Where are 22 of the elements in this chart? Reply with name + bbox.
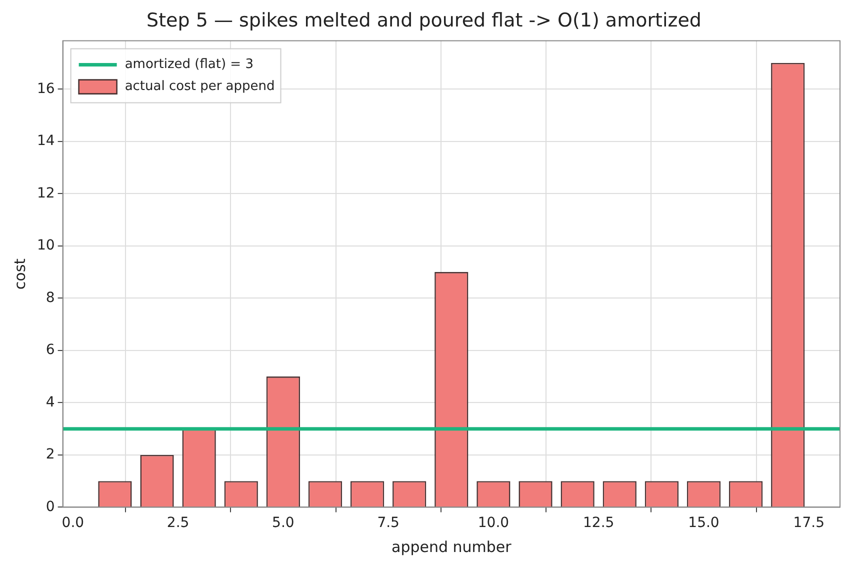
x-axis-title: append number [392,538,512,556]
x-tick-label: 7.5 [377,515,400,532]
x-tick-label: 15.0 [688,515,720,532]
x-tick-label: 10.0 [478,515,510,532]
y-tick-label: 8 [46,290,55,306]
y-tick-label: 10 [36,238,55,254]
y-axis-title: cost [10,258,29,290]
y-tick-label: 0 [46,498,55,515]
y-tick-label: 2 [46,446,55,463]
x-tick-label: 17.5 [793,515,824,532]
legend-label: actual cost per append [124,79,275,94]
y-tick-label: 12 [36,185,55,202]
y-tick-label: 4 [46,394,55,410]
x-tick-label: 5.0 [272,515,294,532]
x-tick-label: 2.5 [166,515,190,532]
y-tick-label: 14 [36,133,55,150]
y-tick-label: 6 [46,342,55,358]
x-tick-label: 12.5 [583,515,614,532]
x-tick-label: 0.0 [62,515,84,532]
legend-label: amortized (flat) = 3 [124,57,254,72]
chart-title: Step 5 — spikes melted and poured flat -> O(1) amortized [146,9,702,32]
y-tick-label: 16 [36,80,55,97]
